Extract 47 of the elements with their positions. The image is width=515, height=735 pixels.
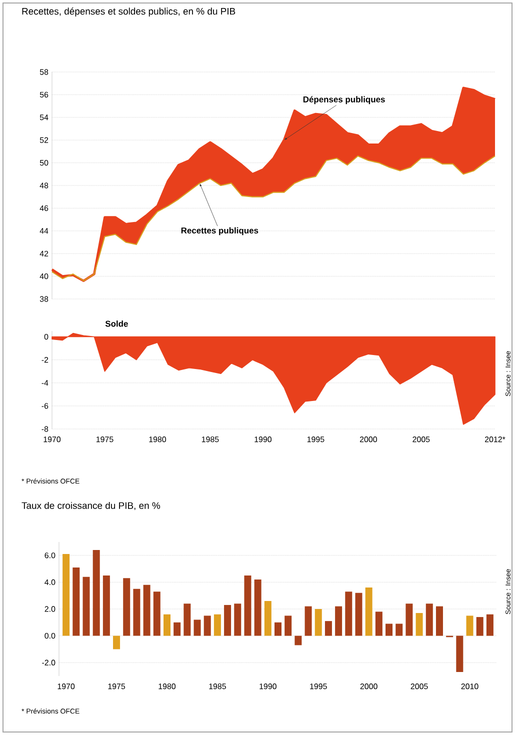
bar: [456, 636, 464, 672]
bar: [375, 612, 382, 636]
bar: [304, 606, 312, 636]
bar: [486, 614, 494, 636]
bar: [396, 624, 403, 636]
bar: [133, 588, 140, 636]
bar: [143, 584, 150, 636]
bar: [345, 592, 352, 636]
bar: [224, 604, 232, 636]
bar: [335, 606, 342, 636]
bar: [466, 616, 474, 636]
bar: [102, 575, 110, 636]
bar: [72, 567, 80, 636]
bar: [92, 550, 100, 636]
bar: [426, 604, 433, 636]
bar: [184, 604, 191, 636]
bar: [82, 576, 90, 636]
bar: [264, 600, 272, 636]
bar: [355, 592, 362, 636]
bar: [406, 604, 413, 636]
series-label: Dépenses publiques: [303, 96, 385, 104]
bar: [294, 636, 302, 646]
text: Recettes publiques: [181, 227, 258, 236]
chart-title: Recettes, dépenses et soldes publics, en % du PIB: [22, 8, 236, 16]
bar: [324, 621, 332, 636]
bar: [436, 606, 443, 636]
series-label: Solde: [105, 320, 128, 327]
bar: [204, 616, 211, 636]
bar: [254, 580, 262, 636]
bar: [274, 622, 282, 636]
bar: [62, 554, 70, 636]
bar: [153, 592, 160, 636]
bar: [284, 616, 292, 636]
bar: [244, 575, 252, 636]
chart-title: Taux de croissance du PIB, en %: [22, 502, 160, 510]
bar: [476, 617, 484, 636]
bar: [113, 636, 120, 650]
bar: [174, 622, 181, 636]
bar: [163, 614, 170, 636]
bar: [234, 604, 242, 636]
bar: [386, 624, 393, 636]
bar: [214, 614, 221, 636]
bar: [123, 578, 130, 636]
bar: [416, 613, 423, 636]
bar: [194, 620, 201, 636]
bar: [365, 588, 372, 636]
bar: [314, 608, 322, 636]
